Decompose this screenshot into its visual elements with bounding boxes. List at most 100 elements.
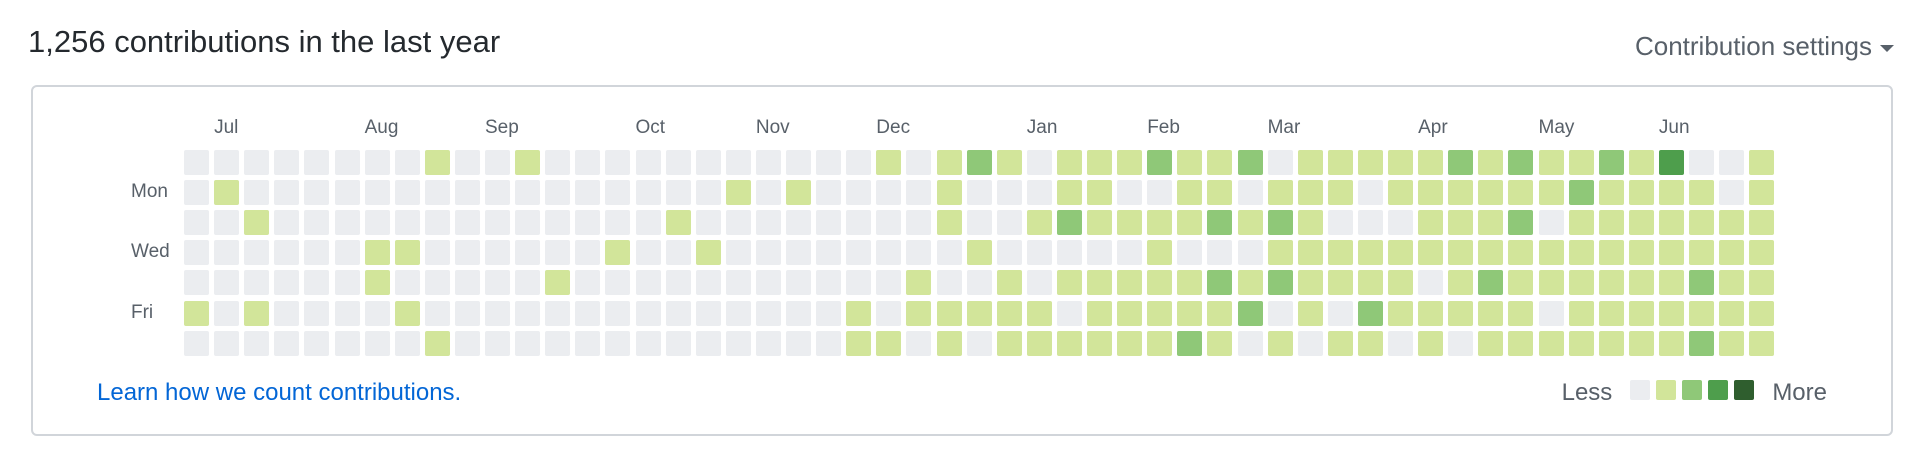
contribution-day-cell[interactable] <box>1026 210 1052 236</box>
contribution-day-cell[interactable] <box>304 300 330 326</box>
contribution-day-cell[interactable] <box>1689 210 1714 236</box>
contribution-day-cell[interactable] <box>1327 180 1353 206</box>
contribution-day-cell[interactable] <box>1117 210 1143 236</box>
contribution-day-cell[interactable] <box>1598 300 1624 326</box>
contribution-day-cell[interactable] <box>364 300 390 326</box>
contribution-day-cell[interactable] <box>184 330 209 356</box>
contribution-day-cell[interactable] <box>906 300 932 326</box>
contribution-day-cell[interactable] <box>996 240 1022 266</box>
contribution-day-cell[interactable] <box>515 240 541 266</box>
contribution-day-cell[interactable] <box>1177 210 1203 236</box>
contribution-day-cell[interactable] <box>1297 300 1323 326</box>
contribution-day-cell[interactable] <box>665 240 691 266</box>
contribution-day-cell[interactable] <box>334 300 360 326</box>
contribution-day-cell[interactable] <box>786 210 811 236</box>
contribution-day-cell[interactable] <box>1267 330 1293 356</box>
contribution-day-cell[interactable] <box>1267 300 1293 326</box>
contribution-day-cell[interactable] <box>1418 180 1444 206</box>
contribution-day-cell[interactable] <box>214 330 240 356</box>
contribution-day-cell[interactable] <box>1538 150 1564 175</box>
contribution-day-cell[interactable] <box>575 150 601 175</box>
contribution-day-cell[interactable] <box>1478 210 1504 236</box>
contribution-day-cell[interactable] <box>1237 300 1263 326</box>
contribution-day-cell[interactable] <box>394 330 420 356</box>
contribution-day-cell[interactable] <box>755 300 781 326</box>
contribution-day-cell[interactable] <box>936 210 962 236</box>
contribution-day-cell[interactable] <box>515 270 541 296</box>
contribution-day-cell[interactable] <box>1117 240 1143 266</box>
contribution-day-cell[interactable] <box>1026 180 1052 206</box>
contribution-day-cell[interactable] <box>816 150 842 175</box>
contribution-day-cell[interactable] <box>214 210 240 236</box>
contribution-day-cell[interactable] <box>244 270 270 296</box>
contribution-day-cell[interactable] <box>304 330 330 356</box>
contribution-day-cell[interactable] <box>665 210 691 236</box>
contribution-day-cell[interactable] <box>454 240 480 266</box>
contribution-day-cell[interactable] <box>1267 240 1293 266</box>
contribution-day-cell[interactable] <box>1388 210 1413 236</box>
contribution-day-cell[interactable] <box>1357 270 1383 296</box>
contribution-day-cell[interactable] <box>635 150 661 175</box>
contribution-day-cell[interactable] <box>1568 180 1594 206</box>
contribution-day-cell[interactable] <box>936 270 962 296</box>
contribution-day-cell[interactable] <box>394 150 420 175</box>
contribution-day-cell[interactable] <box>936 240 962 266</box>
contribution-day-cell[interactable] <box>485 180 510 206</box>
contribution-day-cell[interactable] <box>1658 150 1684 175</box>
contribution-day-cell[interactable] <box>966 270 992 296</box>
contribution-day-cell[interactable] <box>605 330 631 356</box>
contribution-day-cell[interactable] <box>605 300 631 326</box>
contribution-day-cell[interactable] <box>545 270 571 296</box>
contribution-day-cell[interactable] <box>1147 240 1173 266</box>
contribution-day-cell[interactable] <box>364 330 390 356</box>
contribution-day-cell[interactable] <box>846 300 872 326</box>
contribution-day-cell[interactable] <box>244 240 270 266</box>
contribution-day-cell[interactable] <box>996 150 1022 175</box>
contribution-day-cell[interactable] <box>1327 240 1353 266</box>
contribution-day-cell[interactable] <box>545 240 571 266</box>
contribution-day-cell[interactable] <box>1448 180 1474 206</box>
contribution-day-cell[interactable] <box>1568 300 1594 326</box>
contribution-day-cell[interactable] <box>304 150 330 175</box>
contribution-day-cell[interactable] <box>1568 240 1594 266</box>
contribution-day-cell[interactable] <box>1237 240 1263 266</box>
contribution-day-cell[interactable] <box>1056 300 1082 326</box>
contribution-day-cell[interactable] <box>184 180 209 206</box>
contribution-day-cell[interactable] <box>605 270 631 296</box>
contribution-day-cell[interactable] <box>1418 150 1444 175</box>
contribution-day-cell[interactable] <box>1327 300 1353 326</box>
contribution-day-cell[interactable] <box>1478 240 1504 266</box>
contribution-day-cell[interactable] <box>906 150 932 175</box>
contribution-day-cell[interactable] <box>1508 300 1534 326</box>
learn-how-we-count-link[interactable]: Learn how we count contributions. <box>97 379 462 406</box>
contribution-day-cell[interactable] <box>725 150 751 175</box>
contribution-day-cell[interactable] <box>1237 210 1263 236</box>
contribution-day-cell[interactable] <box>816 180 842 206</box>
contribution-day-cell[interactable] <box>936 150 962 175</box>
contribution-day-cell[interactable] <box>996 180 1022 206</box>
contribution-day-cell[interactable] <box>1448 210 1474 236</box>
contribution-day-cell[interactable] <box>424 240 450 266</box>
contribution-day-cell[interactable] <box>485 150 510 175</box>
contribution-day-cell[interactable] <box>846 180 872 206</box>
contribution-day-cell[interactable] <box>665 150 691 175</box>
contribution-day-cell[interactable] <box>1719 240 1745 266</box>
contribution-day-cell[interactable] <box>695 150 721 175</box>
contribution-day-cell[interactable] <box>1478 180 1504 206</box>
contribution-day-cell[interactable] <box>274 150 300 175</box>
contribution-day-cell[interactable] <box>1327 330 1353 356</box>
contribution-day-cell[interactable] <box>1177 330 1203 356</box>
contribution-day-cell[interactable] <box>1689 150 1714 175</box>
contribution-day-cell[interactable] <box>454 330 480 356</box>
contribution-day-cell[interactable] <box>665 270 691 296</box>
contribution-day-cell[interactable] <box>1508 180 1534 206</box>
contribution-day-cell[interactable] <box>906 240 932 266</box>
contribution-day-cell[interactable] <box>876 210 902 236</box>
contribution-day-cell[interactable] <box>1478 270 1504 296</box>
contribution-day-cell[interactable] <box>1568 210 1594 236</box>
contribution-day-cell[interactable] <box>184 210 209 236</box>
contribution-day-cell[interactable] <box>1056 180 1082 206</box>
contribution-day-cell[interactable] <box>1237 270 1263 296</box>
contribution-day-cell[interactable] <box>1749 300 1775 326</box>
contribution-day-cell[interactable] <box>1418 300 1444 326</box>
